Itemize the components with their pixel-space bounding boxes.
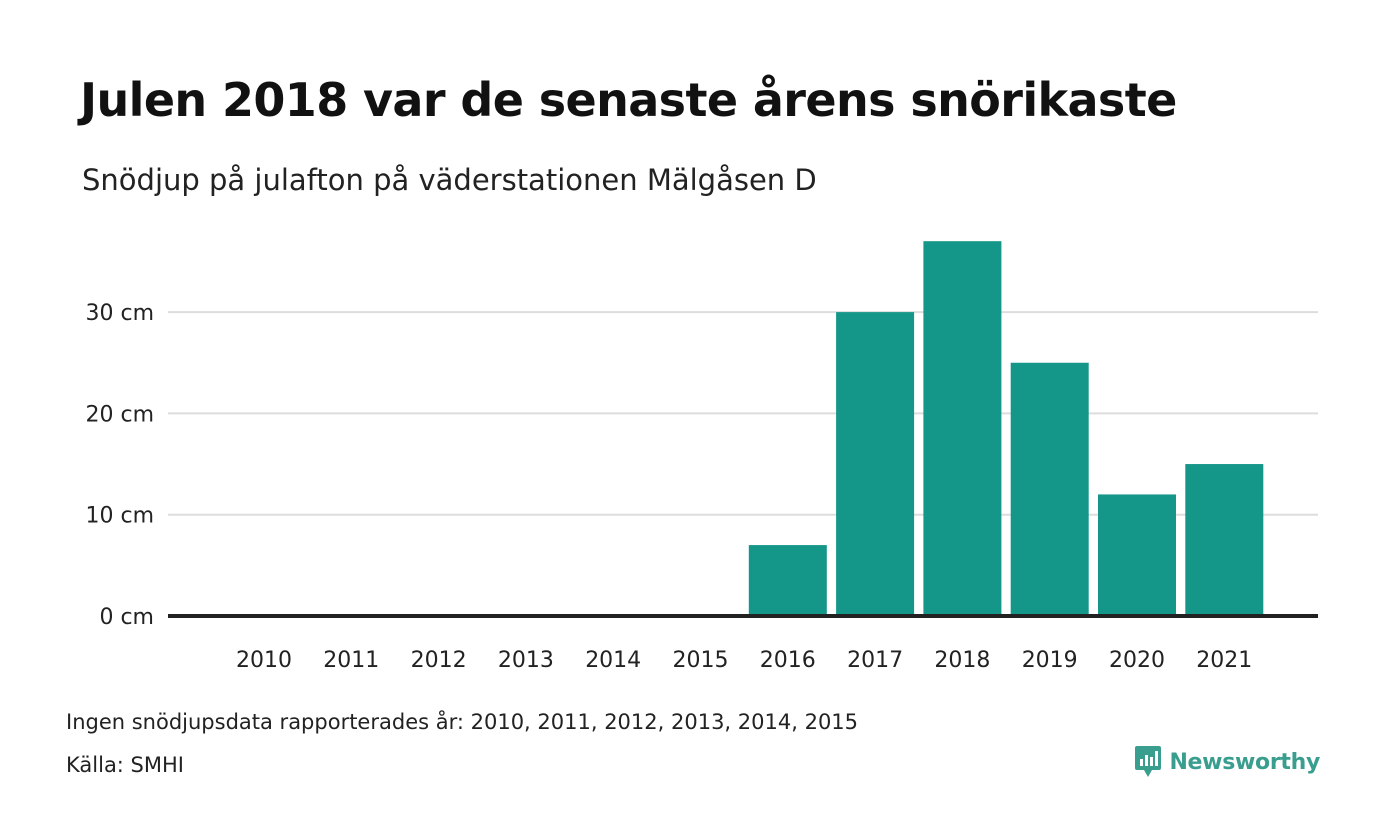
- bar-2019: [1010, 362, 1089, 616]
- source-note: Källa: SMHI: [66, 753, 184, 777]
- y-tick-label: 10 cm: [85, 504, 154, 529]
- gridlines: [168, 311, 1318, 516]
- axes: 0 cm 10 cm 20 cm 30 cm 2010 2011 2012 2013 2014 2…: [85, 301, 1318, 673]
- bar-2017: [836, 312, 915, 616]
- newsworthy-logo: Newsworthy: [1135, 746, 1320, 778]
- x-tick-label: 2015: [673, 648, 729, 673]
- bar-2021: [1185, 464, 1264, 616]
- bars: [748, 241, 1264, 616]
- missing-data-note: Ingen snödjupsdata rapporterades år: 201…: [66, 710, 859, 734]
- chart-title: Julen 2018 var de senaste årens snörikas…: [80, 73, 1177, 127]
- y-tick-label: 30 cm: [85, 301, 154, 326]
- x-tick-label: 2013: [498, 648, 554, 673]
- brand-name: Newsworthy: [1169, 749, 1320, 775]
- x-tick-label: 2010: [236, 648, 292, 673]
- x-tick-label: 2020: [1109, 648, 1165, 673]
- x-tick-label: 2021: [1196, 648, 1252, 673]
- y-tick-label: 20 cm: [85, 402, 154, 427]
- bar-2020: [1098, 494, 1176, 616]
- x-tick-label: 2014: [585, 648, 641, 673]
- bar-2018: [923, 241, 1002, 616]
- x-tick-label: 2011: [323, 648, 379, 673]
- x-tick-label: 2016: [760, 648, 816, 673]
- y-tick-label: 0 cm: [99, 605, 154, 630]
- x-tick-label: 2012: [411, 648, 467, 673]
- bar-2016: [748, 545, 827, 616]
- chart-subtitle: Snödjup på julafton på väderstationen Mä…: [82, 163, 817, 197]
- newsworthy-logo-icon: [1135, 746, 1162, 777]
- x-tick-label: 2018: [934, 648, 990, 673]
- bar-chart: 0 cm 10 cm 20 cm 30 cm 2010 2011 2012 2013 2014 2…: [85, 241, 1318, 673]
- x-tick-label: 2019: [1022, 648, 1078, 673]
- x-tick-label: 2017: [847, 648, 903, 673]
